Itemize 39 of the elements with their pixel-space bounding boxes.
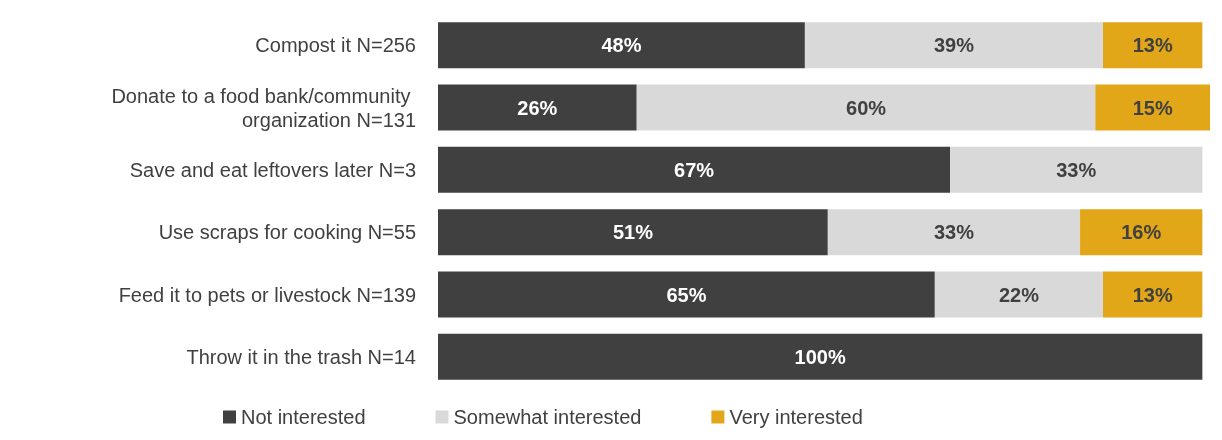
data-label: 39% xyxy=(933,34,975,57)
data-label: 15% xyxy=(1132,96,1173,119)
data-label: 16% xyxy=(1121,221,1162,244)
data-label: 67% xyxy=(674,158,715,181)
bar xyxy=(1102,22,1203,69)
y-tick-label: Feed it to pets or livestock N=139 xyxy=(118,283,416,306)
bar xyxy=(438,209,828,256)
data-label: 22% xyxy=(998,283,1040,306)
legend-label: Somewhat interested xyxy=(453,406,642,428)
bar xyxy=(438,271,935,318)
y-tick-label: Use scraps for cooking N=55 xyxy=(158,221,416,244)
legend-label: Not interested xyxy=(241,406,366,428)
data-label: 33% xyxy=(1056,158,1097,181)
bar xyxy=(438,333,1203,380)
bar xyxy=(636,84,1096,131)
bar xyxy=(804,22,1103,69)
y-tick-label: Throw it in the trash N=14 xyxy=(186,345,416,368)
bar xyxy=(934,271,1103,318)
data-label: 60% xyxy=(846,96,887,119)
data-label: 51% xyxy=(612,221,654,244)
bar xyxy=(1095,84,1210,131)
bar xyxy=(438,146,951,193)
y-tick-label: Donate to a food bank/community organization N=131 xyxy=(111,84,416,131)
bar xyxy=(950,146,1203,193)
data-label: 33% xyxy=(933,221,975,244)
bar xyxy=(1080,209,1203,256)
bar xyxy=(438,84,637,131)
bar xyxy=(1102,271,1203,318)
y-tick-label: Compost it N=256 xyxy=(255,34,416,57)
data-label: 26% xyxy=(517,96,558,119)
data-label: 13% xyxy=(1132,283,1173,306)
data-label: 13% xyxy=(1132,34,1173,57)
data-label: 65% xyxy=(666,283,707,306)
data-label: 48% xyxy=(601,34,642,57)
data-label: 100% xyxy=(794,345,846,368)
bar xyxy=(827,209,1081,256)
legend-label: Very interested xyxy=(729,406,863,428)
y-tick-label: Save and eat leftovers later N=3 xyxy=(129,158,416,181)
bar xyxy=(438,22,805,69)
